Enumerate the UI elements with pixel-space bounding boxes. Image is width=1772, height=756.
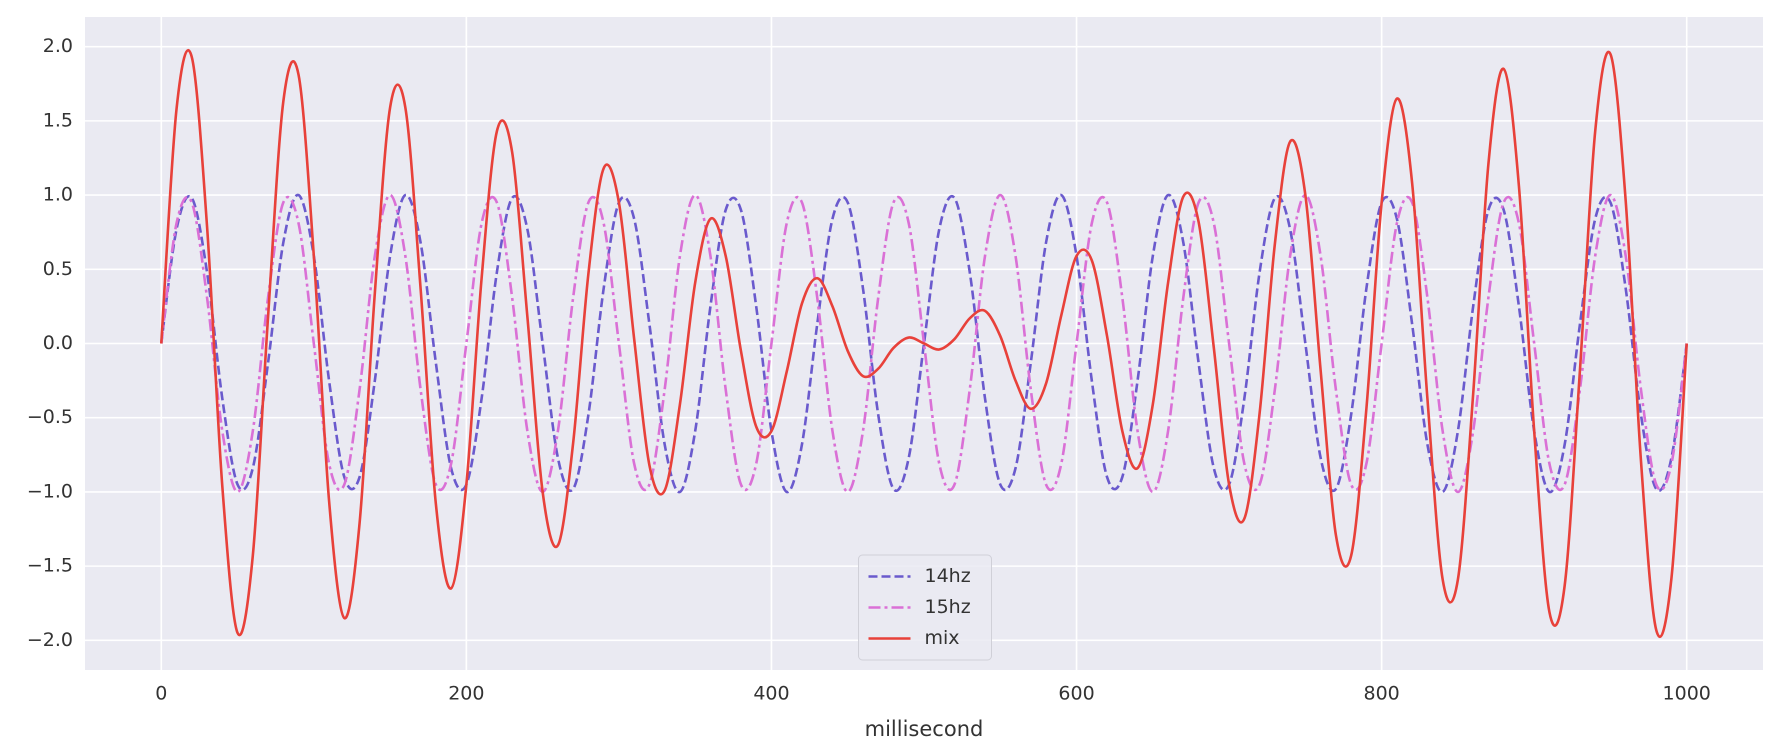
tick-labels: −2.0 −1.5 −1.0 −0.5 0.0 0.5 1.0 1.5 2.0 0 200 400 60… (27, 35, 1711, 704)
y-tick-label: −2.0 (27, 629, 73, 651)
x-tick-label: 800 (1364, 683, 1400, 705)
legend-box (858, 554, 992, 661)
y-tick-label: 1.5 (43, 109, 73, 131)
x-tick-label: 1000 (1663, 683, 1711, 705)
x-tick-label: 600 (1058, 683, 1094, 705)
y-tick-label: 0.0 (43, 332, 73, 354)
lines (159, 49, 1689, 638)
y-tick-label: −0.5 (27, 406, 73, 428)
legend-label: 14hz (925, 565, 971, 587)
series-line (159, 49, 1689, 638)
x-tick-label: 0 (155, 683, 167, 705)
x-tick-label: 400 (753, 683, 789, 705)
legend: 14hz 15hz mix (858, 554, 992, 661)
y-tick-label: −1.5 (27, 555, 73, 577)
legend-label: 15hz (925, 596, 971, 618)
y-tick-label: −1.0 (27, 480, 73, 502)
y-tick-label: 2.0 (43, 35, 73, 57)
y-tick-label: 0.5 (43, 258, 73, 280)
series-line (159, 193, 1689, 494)
y-tick-label: 1.0 (43, 184, 73, 206)
legend-label: mix (925, 627, 960, 649)
x-tick-label: 200 (448, 683, 484, 705)
x-axis-label: millisecond (865, 717, 984, 741)
